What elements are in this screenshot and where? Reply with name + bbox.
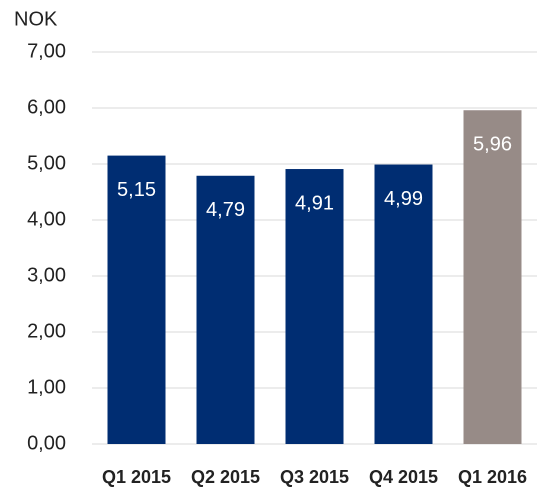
value-label: 5,96 xyxy=(473,134,512,156)
bar xyxy=(285,169,344,445)
bar xyxy=(107,155,166,444)
y-tick-label: 5,00 xyxy=(27,152,66,174)
bar xyxy=(196,175,255,444)
bar xyxy=(463,110,522,445)
x-tick-label: Q1 2015 xyxy=(102,467,171,487)
y-tick-label: 7,00 xyxy=(27,40,66,62)
x-tick-label: Q1 2016 xyxy=(458,467,527,487)
y-tick-label: 0,00 xyxy=(27,432,66,454)
value-label: 4,79 xyxy=(206,199,245,221)
x-tick-label: Q3 2015 xyxy=(280,467,349,487)
y-tick-label: 1,00 xyxy=(27,376,66,398)
axis-label: NOK xyxy=(14,8,58,30)
x-tick-label: Q4 2015 xyxy=(369,467,438,487)
value-label: 4,99 xyxy=(384,188,423,210)
y-tick-label: 3,00 xyxy=(27,264,66,286)
value-label: 5,15 xyxy=(117,179,156,201)
value-label: 4,91 xyxy=(295,192,334,214)
y-tick-label: 4,00 xyxy=(27,208,66,230)
y-tick-label: 2,00 xyxy=(27,320,66,342)
y-tick-label: 6,00 xyxy=(27,96,66,118)
x-tick-label: Q2 2015 xyxy=(191,467,260,487)
bar xyxy=(374,164,433,444)
